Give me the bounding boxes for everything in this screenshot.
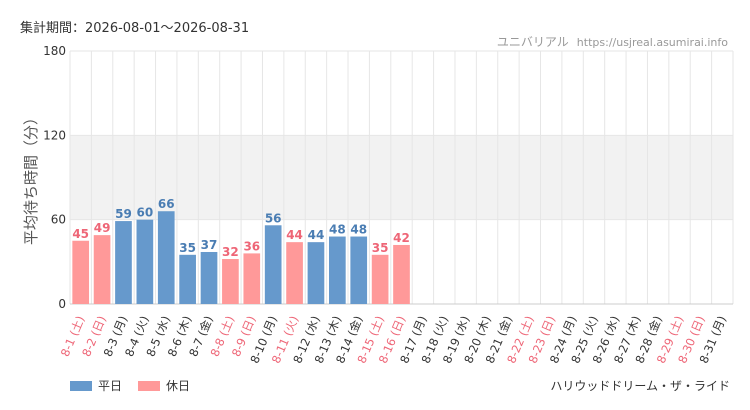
y-tick-label: 0 [58,297,66,311]
data-label: 35 [372,241,389,255]
bar[interactable] [136,219,154,304]
data-label: 66 [158,197,175,211]
legend: 平日 休日 [70,377,206,394]
legend-holiday-label: 休日 [166,379,191,393]
bar[interactable] [222,259,239,304]
bar[interactable] [286,242,303,304]
legend-holiday[interactable]: 休日 [138,377,190,394]
data-label: 44 [308,228,325,242]
y-tick-label: 180 [43,44,66,58]
data-label: 48 [329,223,346,237]
data-label: 56 [265,211,282,225]
y-tick-label: 120 [43,128,66,142]
data-label: 45 [72,227,89,241]
source-url[interactable]: https://usjreal.asumirai.info [576,36,728,49]
bar[interactable] [115,221,132,304]
bar[interactable] [328,236,346,304]
data-label: 37 [201,238,218,252]
legend-weekday-swatch [70,380,92,391]
bar[interactable] [243,253,261,304]
data-label: 32 [222,245,239,259]
bar[interactable] [72,240,90,304]
data-label: 59 [115,207,132,221]
data-label: 44 [286,228,303,242]
shaded-band [70,135,733,220]
legend-weekday[interactable]: 平日 [70,377,122,394]
y-tick-label: 60 [51,213,66,227]
data-label: 48 [350,223,367,237]
data-label: 35 [179,241,196,255]
bar[interactable] [393,244,410,304]
attraction-name: ハリウッドドリーム・ザ・ライド [550,379,730,393]
bar[interactable] [200,251,218,304]
data-label: 60 [137,206,154,220]
bar[interactable] [371,254,389,304]
source-credit: ユニバリアル https://usjreal.asumirai.info [497,33,728,50]
bar[interactable] [157,211,175,304]
bar[interactable] [93,235,111,304]
y-axis-label: 平均待ち時間（分） [22,110,40,245]
bar[interactable] [307,242,325,304]
legend-weekday-label: 平日 [98,379,123,393]
period-label: 集計期間：2026-08-01～2026-08-31 [20,21,250,36]
data-label: 36 [243,239,260,253]
bar[interactable] [179,254,196,304]
bar[interactable] [350,236,368,304]
source-name[interactable]: ユニバリアル [496,35,569,49]
data-label: 49 [94,221,111,235]
bar[interactable] [264,225,282,304]
data-label: 42 [393,231,410,245]
legend-holiday-swatch [138,380,161,391]
